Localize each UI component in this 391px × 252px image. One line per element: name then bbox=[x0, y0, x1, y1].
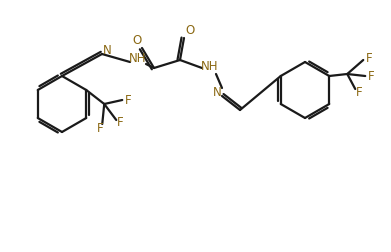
Text: NH: NH bbox=[129, 52, 147, 66]
Text: NH: NH bbox=[201, 59, 219, 73]
Text: F: F bbox=[97, 121, 104, 135]
Text: F: F bbox=[356, 85, 362, 99]
Text: F: F bbox=[117, 115, 124, 129]
Text: O: O bbox=[185, 23, 195, 37]
Text: N: N bbox=[213, 85, 221, 99]
Text: F: F bbox=[125, 93, 131, 107]
Text: F: F bbox=[366, 51, 373, 65]
Text: F: F bbox=[368, 70, 375, 82]
Text: N: N bbox=[102, 44, 111, 56]
Text: O: O bbox=[133, 34, 142, 47]
